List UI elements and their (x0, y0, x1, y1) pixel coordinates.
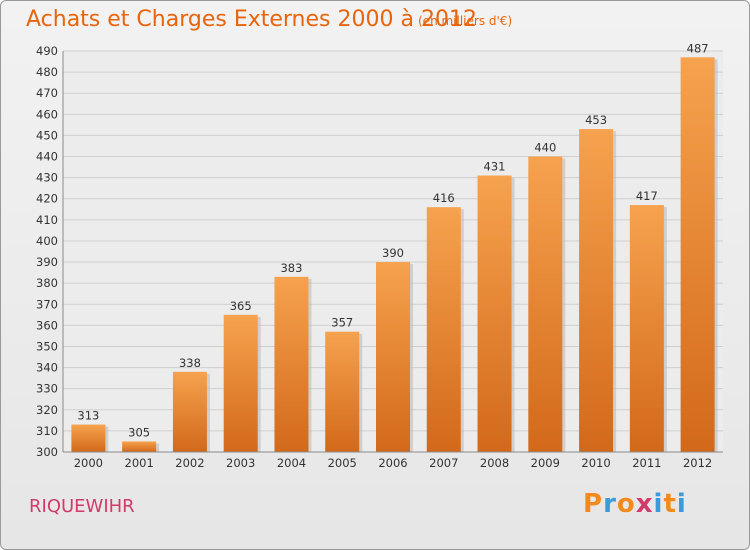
x-tick-label: 2003 (226, 456, 255, 470)
logo-letter: P (583, 489, 604, 519)
y-tick-label: 460 (36, 107, 58, 121)
proxiti-logo[interactable]: Proxiti (583, 489, 687, 519)
chart-subtitle: (en milliers d'€) (418, 14, 513, 28)
logo-letter: x (635, 489, 654, 519)
data-label: 357 (331, 316, 353, 330)
x-tick-label: 2010 (581, 456, 610, 470)
bar (71, 424, 106, 452)
y-tick-label: 370 (36, 297, 58, 311)
data-label: 338 (179, 356, 201, 370)
bar (426, 207, 461, 452)
data-label: 417 (636, 189, 658, 203)
bar-layer: 313 305 338 365 383 357 390 416 431 440 453 417 487 (71, 41, 718, 453)
y-tick-label: 340 (36, 361, 58, 375)
data-label: 365 (230, 299, 252, 313)
y-tick-label: 390 (36, 255, 58, 269)
y-tick-label: 430 (36, 171, 58, 185)
data-label: 453 (585, 113, 607, 127)
y-tick-label: 490 (36, 44, 58, 58)
y-tick-label: 410 (36, 213, 58, 227)
y-tick-label: 310 (36, 424, 58, 438)
x-tick-label: 2001 (125, 456, 154, 470)
bar (528, 156, 563, 453)
y-tick-label: 320 (36, 403, 58, 417)
bar-chart: 313305338365383357390416431440453417487 … (36, 41, 723, 470)
bar (274, 276, 309, 452)
data-label: 416 (433, 191, 455, 205)
data-label: 487 (687, 41, 709, 55)
y-tick-label: 360 (36, 318, 58, 332)
y-tick-label: 350 (36, 339, 58, 353)
x-tick-label: 2008 (480, 456, 509, 470)
data-label: 383 (280, 261, 302, 275)
axis-layer: 300 310 320 330 340 350 360 370 380 390 400 410 420 4… (36, 44, 723, 470)
y-tick-label: 470 (36, 86, 58, 100)
y-tick-label: 330 (36, 382, 58, 396)
y-tick-label: 420 (36, 192, 58, 206)
logo-letter: t (663, 489, 677, 519)
x-tick-label: 2012 (683, 456, 712, 470)
logo-letter: r (603, 489, 617, 519)
bar (629, 205, 664, 452)
data-label: 305 (128, 425, 150, 439)
data-label: 440 (534, 141, 556, 155)
commune-name: RIQUEWIHR (29, 496, 135, 517)
logo-letter: i (653, 489, 664, 519)
x-tick-label: 2004 (277, 456, 306, 470)
x-tick-label: 2000 (74, 456, 103, 470)
y-tick-label: 480 (36, 65, 58, 79)
logo-letter: i (676, 489, 687, 519)
bar (325, 331, 360, 452)
bar (376, 262, 410, 452)
data-label: 431 (484, 160, 506, 174)
x-tick-label: 2002 (175, 456, 204, 470)
bar (579, 129, 614, 452)
y-tick-label: 440 (36, 150, 58, 164)
bar (223, 314, 258, 452)
bar (477, 175, 512, 452)
y-tick-label: 300 (36, 445, 58, 459)
x-tick-label: 2011 (632, 456, 661, 470)
bar (172, 371, 207, 452)
y-tick-label: 400 (36, 234, 58, 248)
data-label: 313 (77, 409, 99, 423)
data-label: 390 (382, 246, 404, 260)
bar (680, 57, 715, 453)
x-tick-label: 2005 (328, 456, 357, 470)
y-tick-label: 450 (36, 128, 58, 142)
x-tick-label: 2006 (378, 456, 407, 470)
bar (122, 441, 157, 452)
logo-letter: o (616, 489, 636, 519)
y-tick-label: 380 (36, 276, 58, 290)
x-tick-label: 2009 (531, 456, 560, 470)
chart-title: Achats et Charges Externes 2000 à 2012 (26, 7, 477, 32)
x-tick-label: 2007 (429, 456, 458, 470)
